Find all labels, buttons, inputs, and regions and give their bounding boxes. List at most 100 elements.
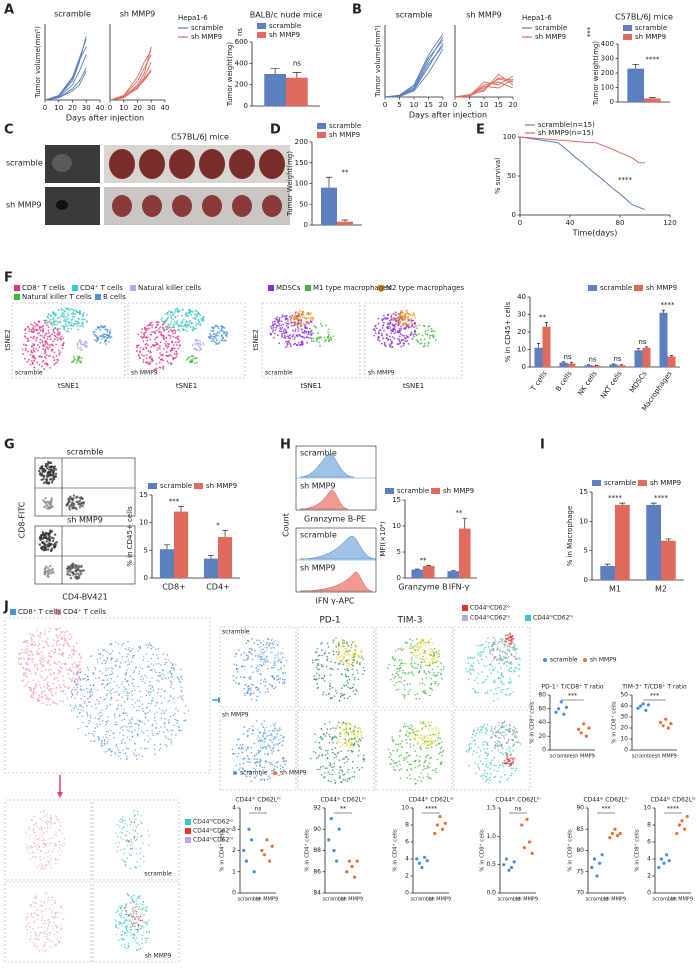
cell-dot — [329, 762, 332, 765]
cell-dot — [468, 744, 470, 746]
cell-dot — [493, 657, 495, 660]
cell-dot — [338, 732, 341, 735]
cell-dot — [500, 656, 502, 658]
cell-dot — [316, 336, 319, 339]
cell-dot — [297, 326, 299, 328]
cell-dot — [98, 677, 100, 679]
cell-dot — [339, 769, 342, 772]
cell-dot — [273, 729, 276, 732]
cell-dot — [326, 655, 329, 658]
cell-dot — [499, 658, 501, 660]
cell-dot — [292, 329, 294, 332]
cell-dot — [264, 685, 266, 687]
cell-dot — [273, 768, 275, 771]
cell-dot — [347, 721, 350, 724]
cell-dot — [332, 668, 334, 671]
cell-dot — [482, 725, 485, 728]
cell-dot — [256, 738, 259, 740]
cell-dot — [304, 326, 307, 329]
cell-dot — [264, 732, 267, 735]
cell-dot — [56, 316, 59, 319]
cell-dot — [164, 320, 167, 323]
cell-dot — [105, 336, 108, 339]
cell-dot — [477, 766, 480, 768]
cell-dot — [318, 668, 320, 670]
cell-dot — [420, 734, 422, 737]
cell-dot — [99, 670, 101, 673]
cell-dot — [47, 532, 50, 536]
cell-dot — [395, 689, 398, 691]
cell-dot — [134, 723, 136, 725]
cell-dot — [120, 704, 123, 707]
cell-dot — [358, 726, 360, 729]
tumor — [169, 149, 195, 179]
cell-dot — [216, 334, 219, 337]
cell-dot — [312, 340, 315, 343]
cell-dot — [305, 327, 308, 329]
cell-dot — [511, 733, 514, 736]
cell-dot — [116, 723, 118, 726]
cell-dot — [67, 327, 69, 330]
cell-dot — [176, 719, 178, 721]
cell-dot — [70, 696, 73, 698]
cell-dot — [404, 318, 406, 321]
cell-dot — [440, 763, 443, 765]
cell-dot — [440, 761, 443, 763]
cell-dot — [440, 748, 442, 750]
cell-dot — [354, 676, 356, 679]
cell-dot — [273, 664, 276, 667]
cell-dot — [431, 654, 433, 657]
cell-dot — [493, 776, 496, 779]
cell-dot — [471, 657, 474, 659]
cell-dot — [104, 744, 106, 746]
cell-dot — [262, 661, 264, 664]
cell-dot — [27, 663, 30, 666]
cell-dot — [57, 673, 60, 676]
cell-dot — [146, 706, 148, 709]
cell-dot — [71, 506, 75, 509]
cell-dot — [346, 743, 349, 746]
cell-dot — [336, 724, 339, 727]
cell-dot — [429, 650, 432, 653]
cell-dot — [420, 661, 423, 663]
cell-dot — [440, 741, 443, 743]
cell-dot — [271, 735, 274, 737]
cell-dot — [507, 758, 510, 761]
cell-dot — [409, 738, 411, 741]
cell-dot — [267, 659, 269, 661]
cell-dot — [29, 363, 32, 366]
cell-dot — [30, 345, 33, 348]
cell-dot — [104, 662, 107, 665]
cell-dot — [348, 687, 351, 690]
cell-dot — [413, 652, 416, 655]
cell-dot — [433, 653, 436, 655]
cell-dot — [349, 655, 352, 657]
cell-dot — [358, 769, 361, 771]
cell-dot — [362, 757, 364, 760]
cell-dot — [171, 672, 173, 675]
cell-dot — [400, 676, 403, 679]
cell-dot — [45, 678, 47, 680]
cell-dot — [148, 691, 150, 693]
cell-dot — [244, 694, 246, 697]
cell-dot — [161, 358, 164, 361]
cell-dot — [209, 332, 212, 335]
cell-dot — [62, 679, 65, 682]
cell-dot — [303, 330, 306, 333]
cell-dot — [33, 823, 35, 826]
cell-dot — [31, 633, 34, 636]
cell-dot — [399, 664, 401, 667]
cell-dot — [441, 754, 443, 757]
cell-dot — [66, 573, 69, 576]
cell-dot — [421, 658, 424, 660]
cell-dot — [150, 700, 153, 702]
cell-dot — [271, 741, 274, 743]
cell-dot — [498, 767, 500, 769]
cell-dot — [169, 323, 172, 326]
cell-dot — [49, 468, 53, 471]
cell-dot — [62, 700, 64, 703]
cell-dot — [325, 324, 328, 327]
cell-dot — [262, 644, 265, 646]
cell-dot — [80, 689, 82, 691]
cell-dot — [418, 647, 421, 650]
